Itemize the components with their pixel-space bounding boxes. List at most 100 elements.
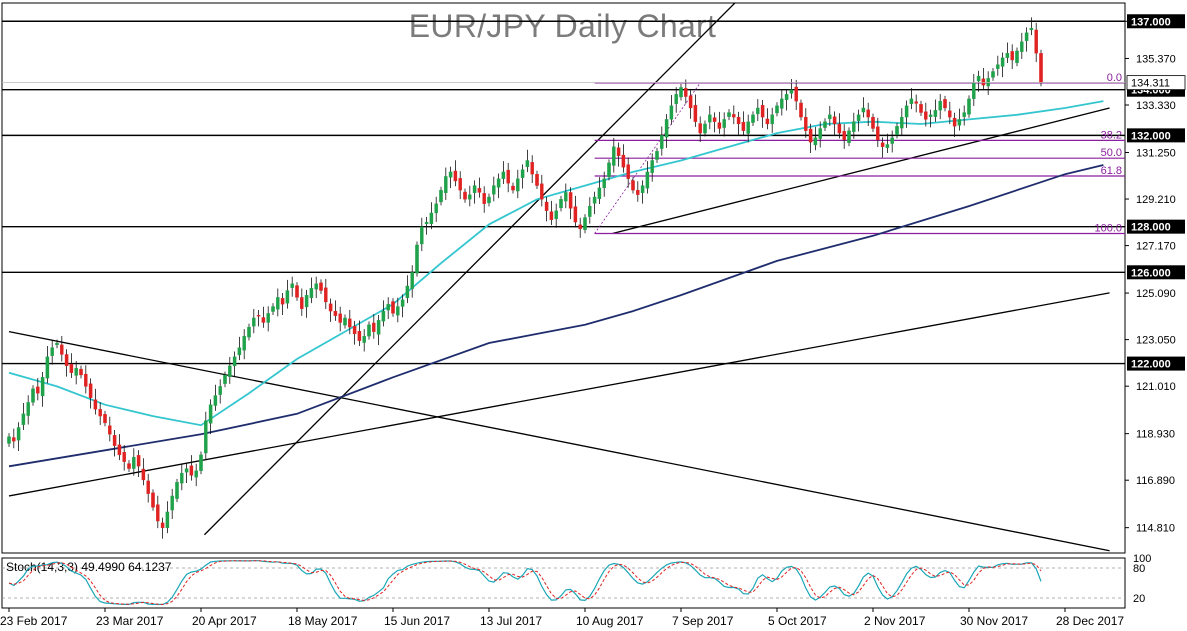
candle-bull — [439, 189, 443, 203]
candle-bull — [991, 71, 995, 78]
candle-bear — [952, 117, 957, 127]
candle-bear — [712, 117, 717, 122]
candle-bear — [36, 386, 40, 394]
candle-bull — [16, 427, 21, 441]
chart-title: EUR/JPY Daily Chart — [408, 8, 717, 44]
candle-bull — [21, 413, 26, 425]
candle-bear — [117, 444, 122, 456]
candle-bull — [847, 130, 851, 143]
date-tick-label: 15 Jun 2017 — [384, 614, 450, 628]
candle-bull — [904, 105, 909, 118]
candle-bull — [986, 78, 990, 87]
candle-bull — [583, 217, 587, 230]
candle-bull — [597, 187, 602, 199]
candle-bear — [866, 109, 870, 118]
candle-bull — [746, 121, 750, 134]
candle-bull — [420, 226, 424, 245]
candle-bear — [458, 178, 462, 191]
candle-bull — [559, 199, 563, 209]
candle-bear — [717, 122, 722, 129]
price-tick-label: 114.810 — [1136, 523, 1175, 535]
candle-bear — [261, 317, 266, 323]
candle-bull — [564, 192, 568, 202]
candle-bull — [784, 94, 789, 100]
candle-bull — [362, 336, 366, 343]
level-label: 122.000 — [1131, 359, 1171, 371]
fib-level-label: 61.8 — [1101, 165, 1122, 177]
candle-bear — [736, 116, 741, 125]
candle-bull — [468, 194, 472, 200]
candle-bear — [1039, 53, 1043, 84]
trendline — [612, 107, 1110, 235]
trendline — [8, 330, 1110, 552]
candle-bear — [333, 310, 338, 316]
candle-bear — [256, 315, 261, 317]
candle-bear — [146, 480, 150, 494]
candle-bear — [511, 185, 515, 191]
candle-bear — [568, 192, 573, 209]
candle-bear — [324, 287, 328, 303]
candle-bear — [482, 193, 486, 204]
level-label: 128.000 — [1131, 222, 1171, 234]
candle-bull — [1000, 57, 1005, 67]
candle-bear — [981, 78, 986, 86]
price-pane-frame — [1, 2, 1126, 554]
candle-bull — [520, 169, 525, 178]
candle-bull — [290, 283, 294, 288]
candle-bull — [223, 374, 227, 384]
candle-bull — [775, 105, 779, 114]
candle-bear — [573, 206, 578, 223]
stoch-tick-label: 100 — [1133, 553, 1151, 565]
candle-bear — [535, 174, 539, 186]
candle-bull — [660, 135, 664, 149]
price-tick-label: 127.170 — [1136, 241, 1176, 253]
candle-bull — [184, 468, 189, 473]
candle-bear — [151, 492, 155, 508]
candle-bull — [645, 171, 650, 189]
candle-bull — [31, 388, 35, 403]
level-label: 132.000 — [1131, 130, 1171, 142]
candle-bear — [688, 95, 693, 109]
stoch-d-line — [8, 560, 1042, 605]
trendline — [203, 3, 736, 536]
level-label-box — [1127, 265, 1185, 280]
candle-bull — [756, 107, 760, 115]
candle-bull — [1024, 32, 1029, 42]
candle-bear — [914, 101, 918, 104]
candle-bull — [218, 386, 222, 395]
stoch-k-line — [8, 560, 1042, 606]
candle-bull — [232, 356, 237, 367]
candle-bear — [1034, 29, 1038, 54]
price-tick-label: 123.050 — [1136, 335, 1176, 347]
candle-bear — [616, 147, 621, 157]
candle-bear — [122, 451, 126, 462]
candle-bear — [352, 326, 357, 335]
candle-bull — [492, 185, 496, 195]
candle-bear — [88, 383, 93, 398]
candle-bull — [285, 290, 290, 304]
price-tick-label: 116.890 — [1136, 475, 1175, 487]
level-label: 126.000 — [1131, 267, 1171, 279]
candle-bull — [861, 107, 866, 113]
fib-level-label: 38.2 — [1101, 129, 1122, 141]
candle-bull — [444, 176, 448, 194]
candle-bull — [554, 210, 558, 220]
candle-bull — [722, 119, 726, 128]
candle-bull — [55, 342, 59, 346]
candle-bull — [276, 297, 280, 310]
candle-bear — [93, 399, 98, 410]
candle-bear — [943, 99, 947, 109]
candle-bear — [348, 318, 352, 328]
candle-bear — [876, 126, 880, 141]
price-tick-label: 133.330 — [1136, 100, 1176, 112]
date-tick-label: 10 Aug 2017 — [576, 614, 644, 628]
date-tick-label: 13 Jul 2017 — [480, 614, 542, 628]
candle-bear — [842, 131, 846, 141]
candle-bull — [472, 185, 477, 194]
date-tick-label: 20 Apr 2017 — [192, 614, 257, 628]
candle-bull — [204, 420, 208, 454]
level-label-box — [1127, 356, 1185, 371]
candle-bear — [636, 189, 640, 195]
candle-bull — [967, 98, 971, 115]
candle-bull — [496, 178, 501, 188]
